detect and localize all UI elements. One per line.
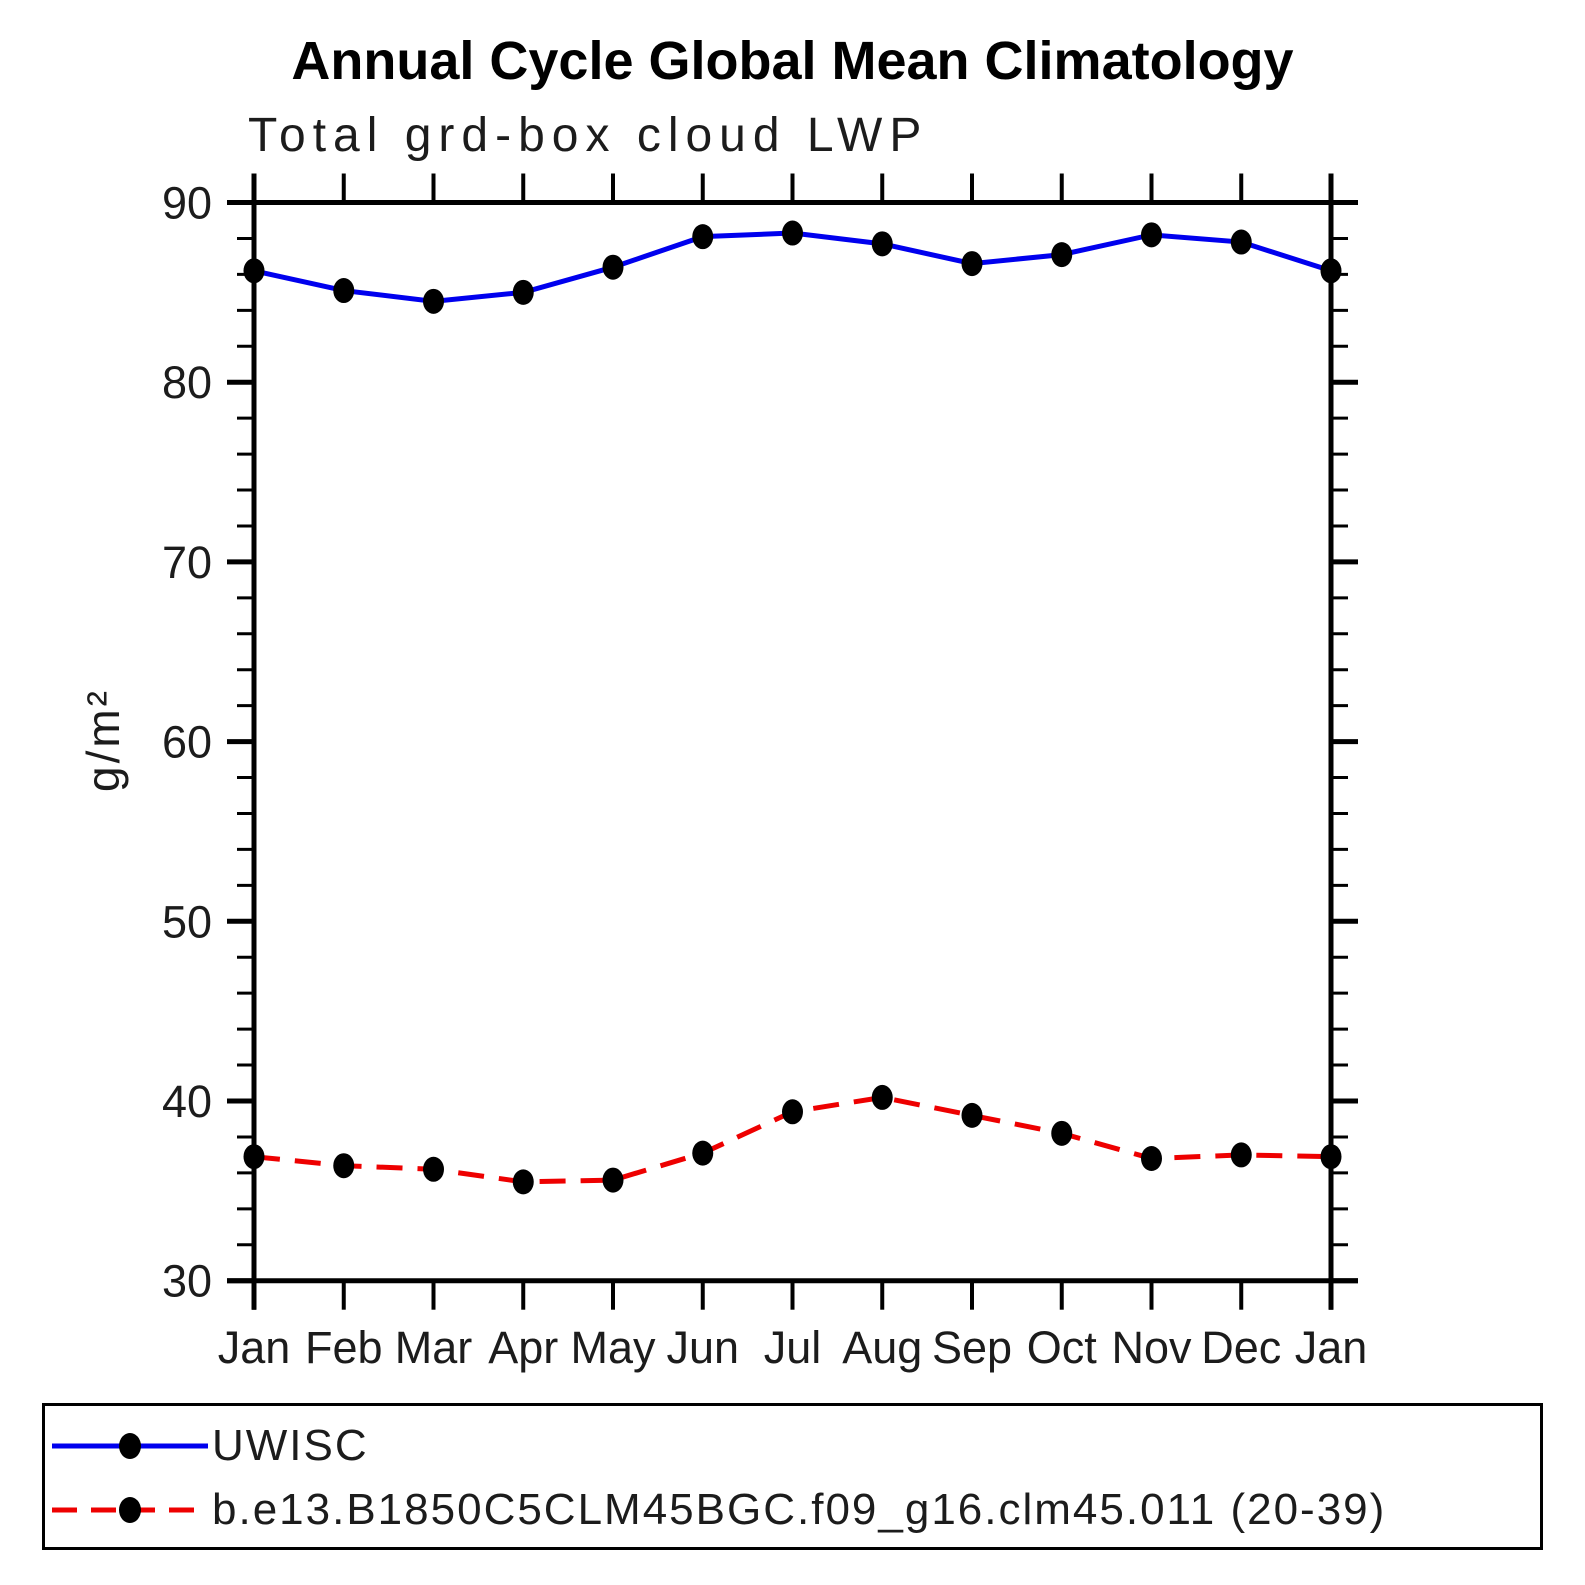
axis-frame (227, 173, 1358, 1310)
data-point-marker (602, 254, 624, 280)
data-point-marker (782, 220, 803, 246)
y-tick-label: 90 (162, 178, 212, 229)
data-point-marker (871, 231, 893, 257)
data-point-marker (1051, 1120, 1073, 1146)
chart-title: Annual Cycle Global Mean Climatology (291, 31, 1294, 91)
data-point-marker (692, 224, 714, 250)
chart-subtitle: Total grd-box cloud LWP (248, 109, 929, 162)
data-point-marker (692, 1140, 714, 1166)
data-point-marker (1141, 222, 1162, 248)
data-point-marker (961, 251, 983, 277)
x-tick-label: Dec (1201, 1322, 1281, 1373)
data-point-marker (1051, 242, 1073, 268)
data-point-marker (243, 1144, 265, 1170)
data-point-marker (423, 288, 444, 314)
legend-swatch-model-line (52, 1497, 208, 1523)
data-point-marker (602, 1167, 624, 1193)
data-point-marker (961, 1102, 983, 1128)
x-tick-label: Jan (1295, 1322, 1368, 1373)
x-axis-ticks (252, 173, 1333, 1310)
x-tick-label: Aug (842, 1322, 922, 1373)
x-tick-label: Apr (488, 1322, 558, 1373)
legend-box: UWISC b.e13.B1850C5CLM45BGC.f09_g16.clm4… (42, 1403, 1543, 1550)
legend-entry-model: b.e13.B1850C5CLM45BGC.f09_g16.clm45.011 … (48, 1484, 1386, 1536)
y-tick-label: 40 (162, 1076, 212, 1127)
data-point-marker (871, 1084, 893, 1110)
data-point-marker (333, 1153, 355, 1179)
data-point-marker (333, 278, 355, 304)
x-tick-label: Jan (218, 1322, 291, 1373)
x-tick-label: Feb (305, 1322, 383, 1373)
y-axis-tick-labels: 30 40 50 60 70 80 90 (162, 178, 212, 1307)
x-tick-label: Sep (932, 1322, 1012, 1373)
data-point-marker (1320, 1144, 1342, 1170)
y-tick-label: 50 (162, 896, 212, 947)
x-tick-label: Oct (1027, 1322, 1098, 1373)
x-axis-tick-labels: Jan Feb Mar Apr May Jun Jul Aug Sep Oct Nov Dec Jan (218, 1322, 1368, 1373)
y-tick-label: 30 (162, 1256, 212, 1307)
data-point-marker (512, 1169, 534, 1195)
data-point-marker (1141, 1146, 1162, 1172)
legend-entry-obs: UWISC (48, 1420, 369, 1472)
series-1 (243, 1084, 1342, 1195)
data-point-marker (782, 1099, 803, 1125)
data-point-marker (243, 258, 265, 284)
legend-label-model: b.e13.B1850C5CLM45BGC.f09_g16.clm45.011 … (212, 1485, 1387, 1534)
x-tick-label: May (570, 1322, 656, 1373)
data-point-marker (1230, 1142, 1252, 1168)
x-tick-label: Mar (395, 1322, 473, 1373)
data-point-marker (423, 1156, 444, 1182)
series-0 (243, 220, 1342, 314)
data-point-marker (512, 279, 534, 305)
x-tick-label: Jun (666, 1322, 739, 1373)
legend-label-obs: UWISC (212, 1421, 369, 1470)
x-tick-label: Nov (1111, 1322, 1192, 1373)
data-point-marker (1230, 229, 1252, 255)
y-tick-label: 70 (162, 537, 212, 588)
y-tick-label: 80 (162, 357, 212, 408)
legend-marker-circle-icon (119, 1433, 141, 1459)
legend-marker-circle-icon (119, 1497, 141, 1523)
x-tick-label: Jul (764, 1322, 822, 1373)
y-tick-label: 60 (162, 717, 212, 768)
data-point-marker (1320, 258, 1342, 284)
legend-swatch-obs-line (52, 1433, 208, 1459)
